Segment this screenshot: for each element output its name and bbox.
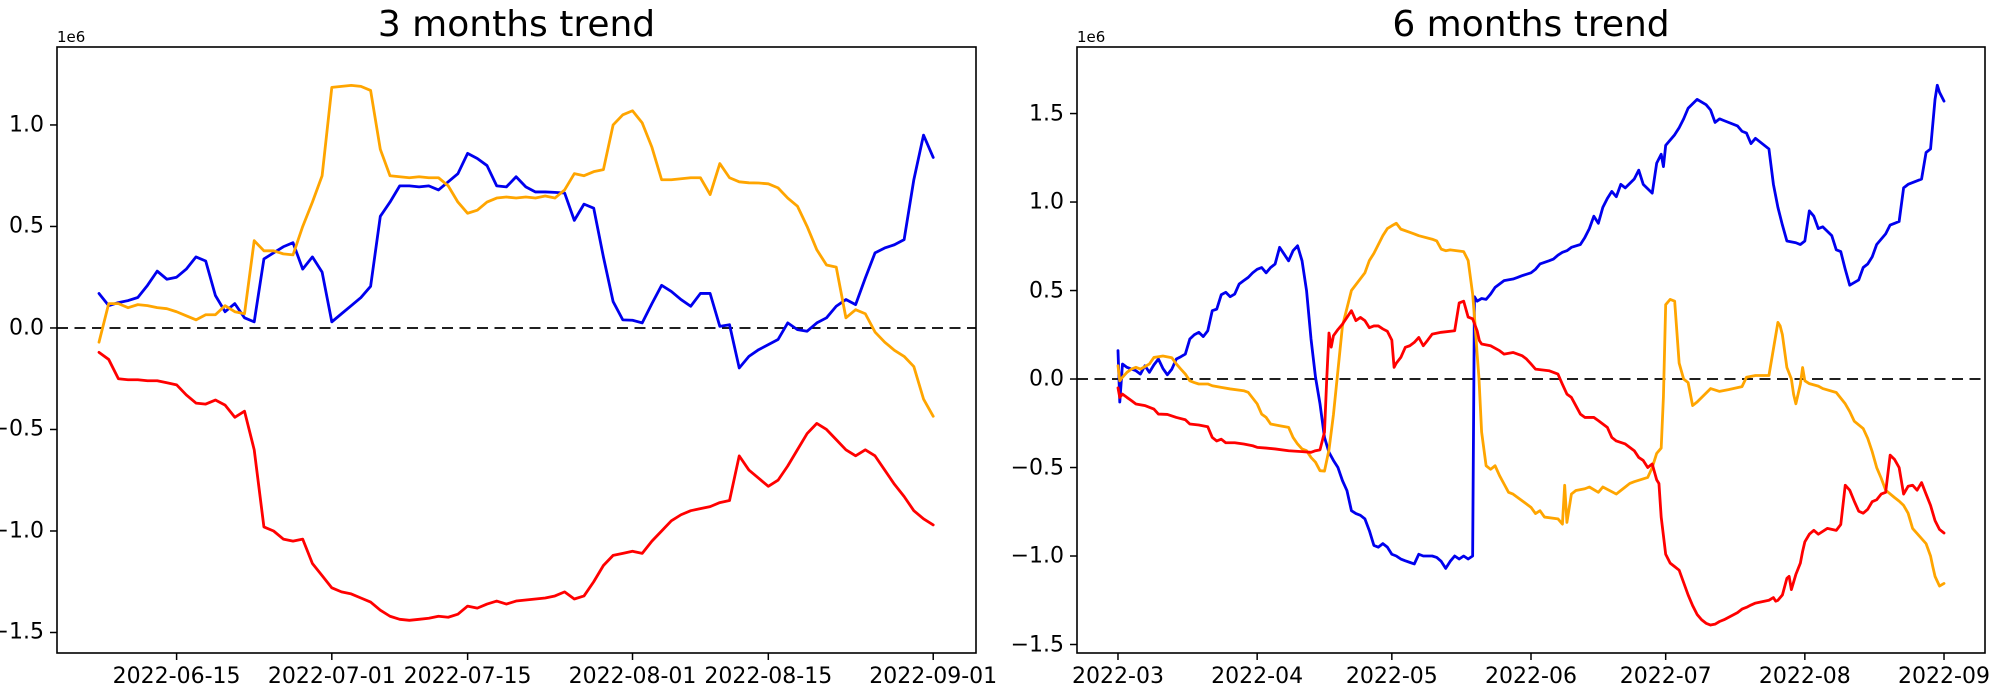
- x-tick-label: 2022-09: [1898, 664, 1990, 689]
- x-tick-label: 2022-05: [1345, 664, 1438, 689]
- series-red-line: [97, 350, 935, 622]
- x-tick-label: 2022-03: [1072, 664, 1164, 689]
- y-tick-label: 0.5: [1029, 278, 1064, 304]
- left-chart-title: 3 months trend: [377, 4, 656, 45]
- series-orange-line: [1116, 221, 1946, 588]
- x-tick-label: 2022-07-15: [403, 664, 532, 689]
- right-axis-offset-label: 1e6: [1077, 28, 1106, 46]
- x-tick-label: 2022-04: [1211, 664, 1304, 689]
- y-tick-label: 0.5: [9, 213, 44, 239]
- x-tick-label: 2022-09-01: [869, 664, 998, 689]
- series-blue-line: [1116, 83, 1946, 570]
- y-tick-label: −1.0: [0, 518, 44, 544]
- series-red-line: [1116, 299, 1946, 627]
- y-tick-label: −1.5: [1010, 632, 1064, 657]
- y-tick-label: 1.0: [1029, 189, 1064, 215]
- axes-frame: [56, 46, 977, 654]
- y-tick-label: −0.5: [0, 416, 44, 442]
- x-tick-label: 2022-06-15: [112, 664, 241, 689]
- left-axis-offset-label: 1e6: [57, 28, 86, 46]
- series-orange-line: [97, 83, 935, 418]
- axes-frame: [1076, 46, 1986, 654]
- x-tick-label: 2022-07-01: [267, 664, 396, 689]
- x-tick-label: 2022-06: [1485, 664, 1577, 689]
- y-tick-label: 1.0: [9, 112, 44, 138]
- y-tick-label: 1.5: [1029, 101, 1064, 127]
- y-tick-label: −1.5: [0, 619, 44, 645]
- y-tick-label: −1.0: [1010, 543, 1064, 569]
- series-blue-line: [97, 133, 935, 370]
- y-tick-label: −0.5: [1010, 455, 1064, 481]
- x-tick-label: 2022-08-01: [568, 664, 697, 689]
- y-tick-label: 0.0: [9, 315, 44, 341]
- y-tick-label: 0.0: [1029, 366, 1064, 392]
- x-tick-label: 2022-08: [1758, 664, 1851, 689]
- right-chart-title: 6 months trend: [1392, 4, 1670, 45]
- x-tick-label: 2022-08-15: [704, 664, 833, 689]
- x-tick-label: 2022-07: [1619, 664, 1712, 689]
